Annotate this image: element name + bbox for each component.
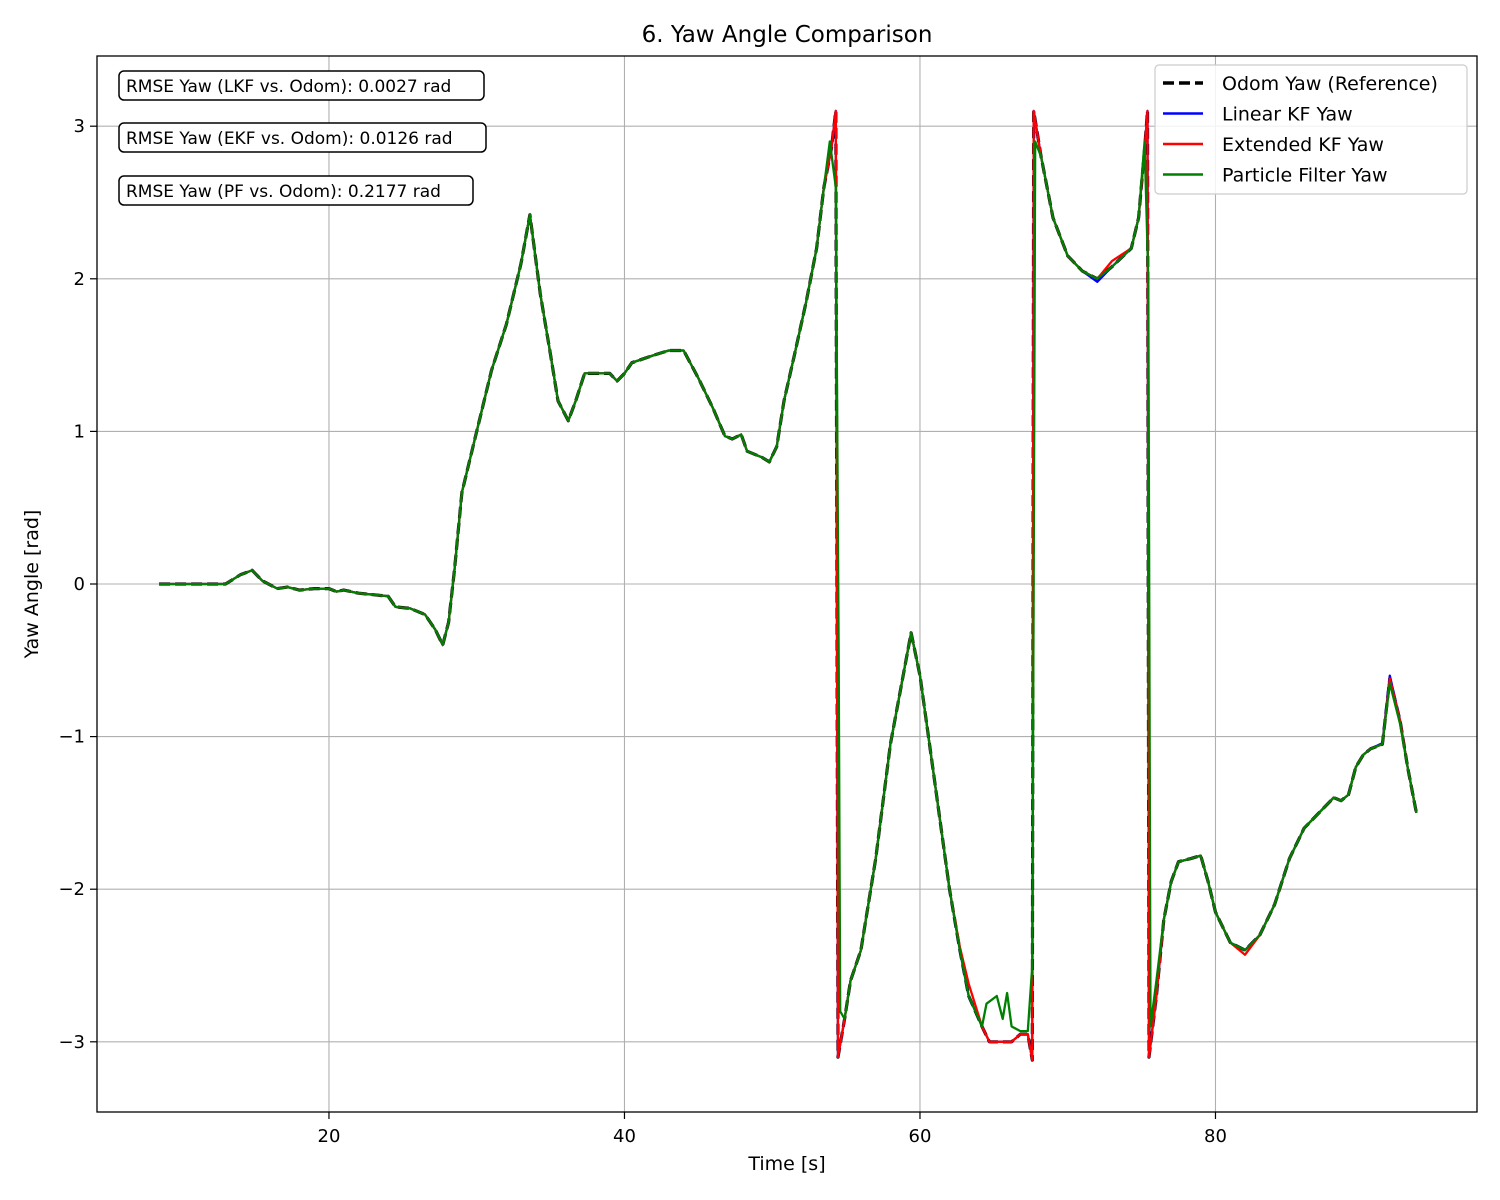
- y-tick-label: −3: [58, 1032, 85, 1053]
- legend: Odom Yaw (Reference) Linear KF Yaw Extende…: [1154, 64, 1468, 195]
- grid-lines: [97, 56, 1477, 1112]
- legend-entry: Linear KF Yaw: [1222, 104, 1353, 126]
- series-line-odom-yaw-reference: [159, 109, 1418, 1062]
- annotation-frame: [118, 70, 485, 101]
- legend-entry: Odom Yaw (Reference): [1222, 73, 1438, 95]
- y-tick-label: 3: [74, 116, 85, 137]
- rmse-annotations: RMSE Yaw (LKF vs. Odom): 0.0027 rad RMSE …: [118, 70, 487, 206]
- rmse-annotation-text: RMSE Yaw (EKF vs. Odom): 0.0126 rad: [126, 129, 453, 149]
- y-tick-label: −2: [58, 879, 85, 900]
- y-axis-ticks: −3 −2 −1 0 1 2 3: [58, 116, 97, 1053]
- x-tick-label: 20: [318, 1126, 341, 1147]
- y-tick-label: −1: [58, 727, 85, 748]
- legend-entry: Extended KF Yaw: [1222, 134, 1384, 156]
- plot-lines: [159, 109, 1418, 1062]
- y-tick-label: 1: [74, 421, 85, 442]
- rmse-annotation-box: RMSE Yaw (PF vs. Odom): 0.2177 rad: [118, 175, 474, 206]
- y-axis-label: Yaw Angle [rad]: [21, 510, 43, 660]
- x-axis-ticks: 20 40 60 80: [318, 1112, 1227, 1147]
- series-line-extended-kf-yaw: [159, 109, 1418, 1062]
- series-line-particle-filter-yaw: [159, 140, 1418, 1033]
- rmse-annotation-text: RMSE Yaw (PF vs. Odom): 0.2177 rad: [126, 182, 441, 202]
- annotation-frame: [118, 122, 487, 153]
- series-line-linear-kf-yaw: [159, 109, 1418, 1062]
- y-tick-label: 2: [74, 269, 85, 290]
- y-tick-label: 0: [74, 574, 85, 595]
- annotation-frame: [118, 175, 474, 206]
- rmse-annotation-box: RMSE Yaw (LKF vs. Odom): 0.0027 rad: [118, 70, 485, 101]
- x-tick-label: 60: [909, 1126, 932, 1147]
- x-axis-label: Time [s]: [747, 1153, 825, 1175]
- rmse-annotation-box: RMSE Yaw (EKF vs. Odom): 0.0126 rad: [118, 122, 487, 153]
- rmse-annotation-text: RMSE Yaw (LKF vs. Odom): 0.0027 rad: [126, 77, 451, 97]
- legend-entry: Particle Filter Yaw: [1222, 165, 1388, 187]
- x-tick-label: 80: [1204, 1126, 1227, 1147]
- chart-title: 6. Yaw Angle Comparison: [642, 22, 933, 48]
- legend-frame: [1154, 64, 1468, 195]
- x-tick-label: 40: [613, 1126, 636, 1147]
